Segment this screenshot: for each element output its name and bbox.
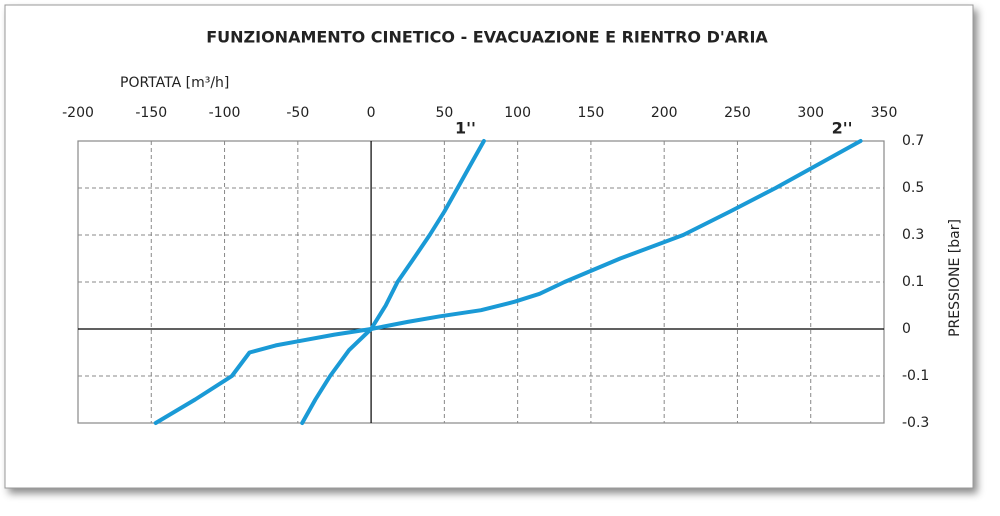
- curve: [153, 139, 863, 425]
- y-tick-label: -0.3: [902, 415, 929, 431]
- y-axis-label: PRESSIONE [bar]: [947, 219, 963, 337]
- x-tick-label: 100: [504, 105, 531, 121]
- series-label: 2'': [832, 119, 853, 138]
- y-tick-label: 0.3: [902, 227, 924, 243]
- y-tick-label: 0: [902, 321, 911, 337]
- y-tick-label: -0.1: [902, 368, 929, 384]
- curve: [300, 139, 486, 425]
- x-tick-label: 350: [871, 105, 898, 121]
- y-tick-label: 0.5: [902, 180, 924, 196]
- x-tick-label: 200: [651, 105, 678, 121]
- y-tick-label: 0.7: [902, 133, 924, 149]
- x-tick-label: -200: [62, 105, 94, 121]
- y-tick-label: 0.1: [902, 274, 924, 290]
- x-tick-label: 300: [797, 105, 824, 121]
- x-tick-label: -50: [286, 105, 309, 121]
- x-tick-label: 250: [724, 105, 751, 121]
- series-label: 1'': [455, 119, 476, 138]
- x-tick-label: 50: [435, 105, 453, 121]
- x-tick-label: 150: [578, 105, 605, 121]
- x-tick-label: -150: [135, 105, 167, 121]
- frame: [4, 4, 974, 489]
- x-tick-label: 0: [367, 105, 376, 121]
- chart-title: FUNZIONAMENTO CINETICO - EVACUAZIONE E R…: [206, 28, 768, 47]
- x-axis-label: PORTATA [m³/h]: [120, 75, 229, 91]
- x-tick-label: -100: [209, 105, 241, 121]
